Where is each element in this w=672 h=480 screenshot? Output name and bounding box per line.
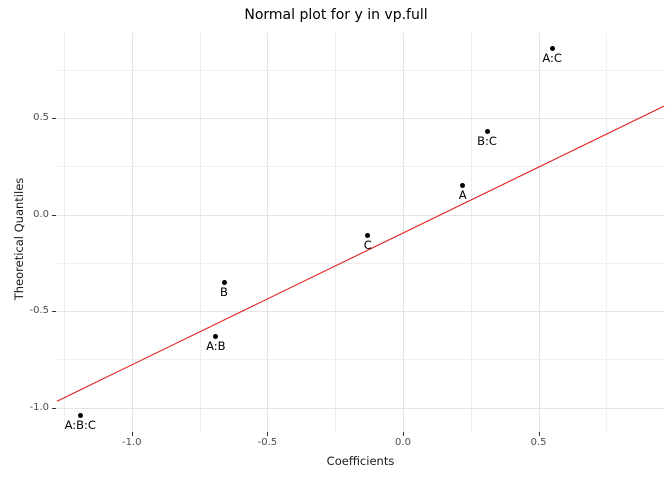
x-axis-tick (403, 432, 404, 436)
gridline-y-major (57, 311, 664, 312)
x-axis-tick (538, 432, 540, 436)
x-axis-tick-label: 0.5 (530, 437, 547, 448)
x-axis-tick-label: 0.0 (395, 437, 411, 448)
point-label: C (363, 238, 372, 253)
y-axis-tick-label: -0.5 (29, 305, 49, 316)
gridline-x-minor (606, 33, 608, 432)
gridline-y-minor (57, 359, 664, 361)
point-label: A:B (206, 338, 226, 353)
gridline-y-minor (57, 69, 664, 71)
gridline-x-minor (199, 33, 201, 432)
data-point (484, 129, 490, 134)
gridline-x-minor (470, 33, 472, 432)
point-label: A (458, 188, 467, 203)
point-label: B (220, 284, 228, 299)
x-axis-tick-label: -1.0 (122, 437, 142, 448)
gridline-x-minor (64, 33, 65, 432)
plot-title: Normal plot for y in vp.full (244, 7, 428, 23)
y-axis-tick-label: 0.0 (33, 208, 49, 220)
gridline-x-major (131, 33, 133, 432)
data-point (221, 279, 227, 285)
y-axis-tick (52, 214, 56, 216)
y-axis-title: Theoretical Quantiles (12, 177, 26, 301)
y-axis-tick (52, 118, 56, 119)
x-axis-title: Coefficients (326, 454, 395, 468)
y-axis-tick-label: -1.0 (29, 401, 49, 413)
gridline-x-minor (335, 33, 337, 432)
point-label: A:C (542, 51, 562, 66)
point-label: B:C (477, 134, 497, 148)
x-axis-tick-label: -0.5 (257, 437, 278, 448)
gridline-y-minor (57, 262, 664, 264)
data-point (77, 412, 83, 418)
reference-line-layer (56, 105, 665, 402)
gridline-y-minor (57, 166, 664, 168)
y-axis-tick-label: 0.5 (33, 112, 49, 123)
data-point (213, 333, 219, 339)
data-point (365, 233, 371, 239)
x-axis-tick (131, 432, 133, 436)
gridline-x-major (538, 33, 540, 432)
data-point (549, 46, 555, 52)
gridline-x-major (267, 33, 269, 432)
plot-panel: -1.0 -0.5 0.0 0.5 0.5 0.0 -0.5 -1.0 A:B:C A:B B C A B… (29, 33, 665, 448)
point-label: A:B:C (64, 417, 96, 432)
gridline-y-major (57, 407, 664, 409)
gridline-y-major (57, 118, 664, 119)
x-axis-tick (267, 432, 269, 436)
data-point (460, 183, 466, 189)
y-axis-tick (52, 407, 56, 409)
gridline-y-major (57, 214, 664, 216)
qq-reference-line (56, 105, 665, 402)
y-axis-tick (52, 311, 56, 312)
